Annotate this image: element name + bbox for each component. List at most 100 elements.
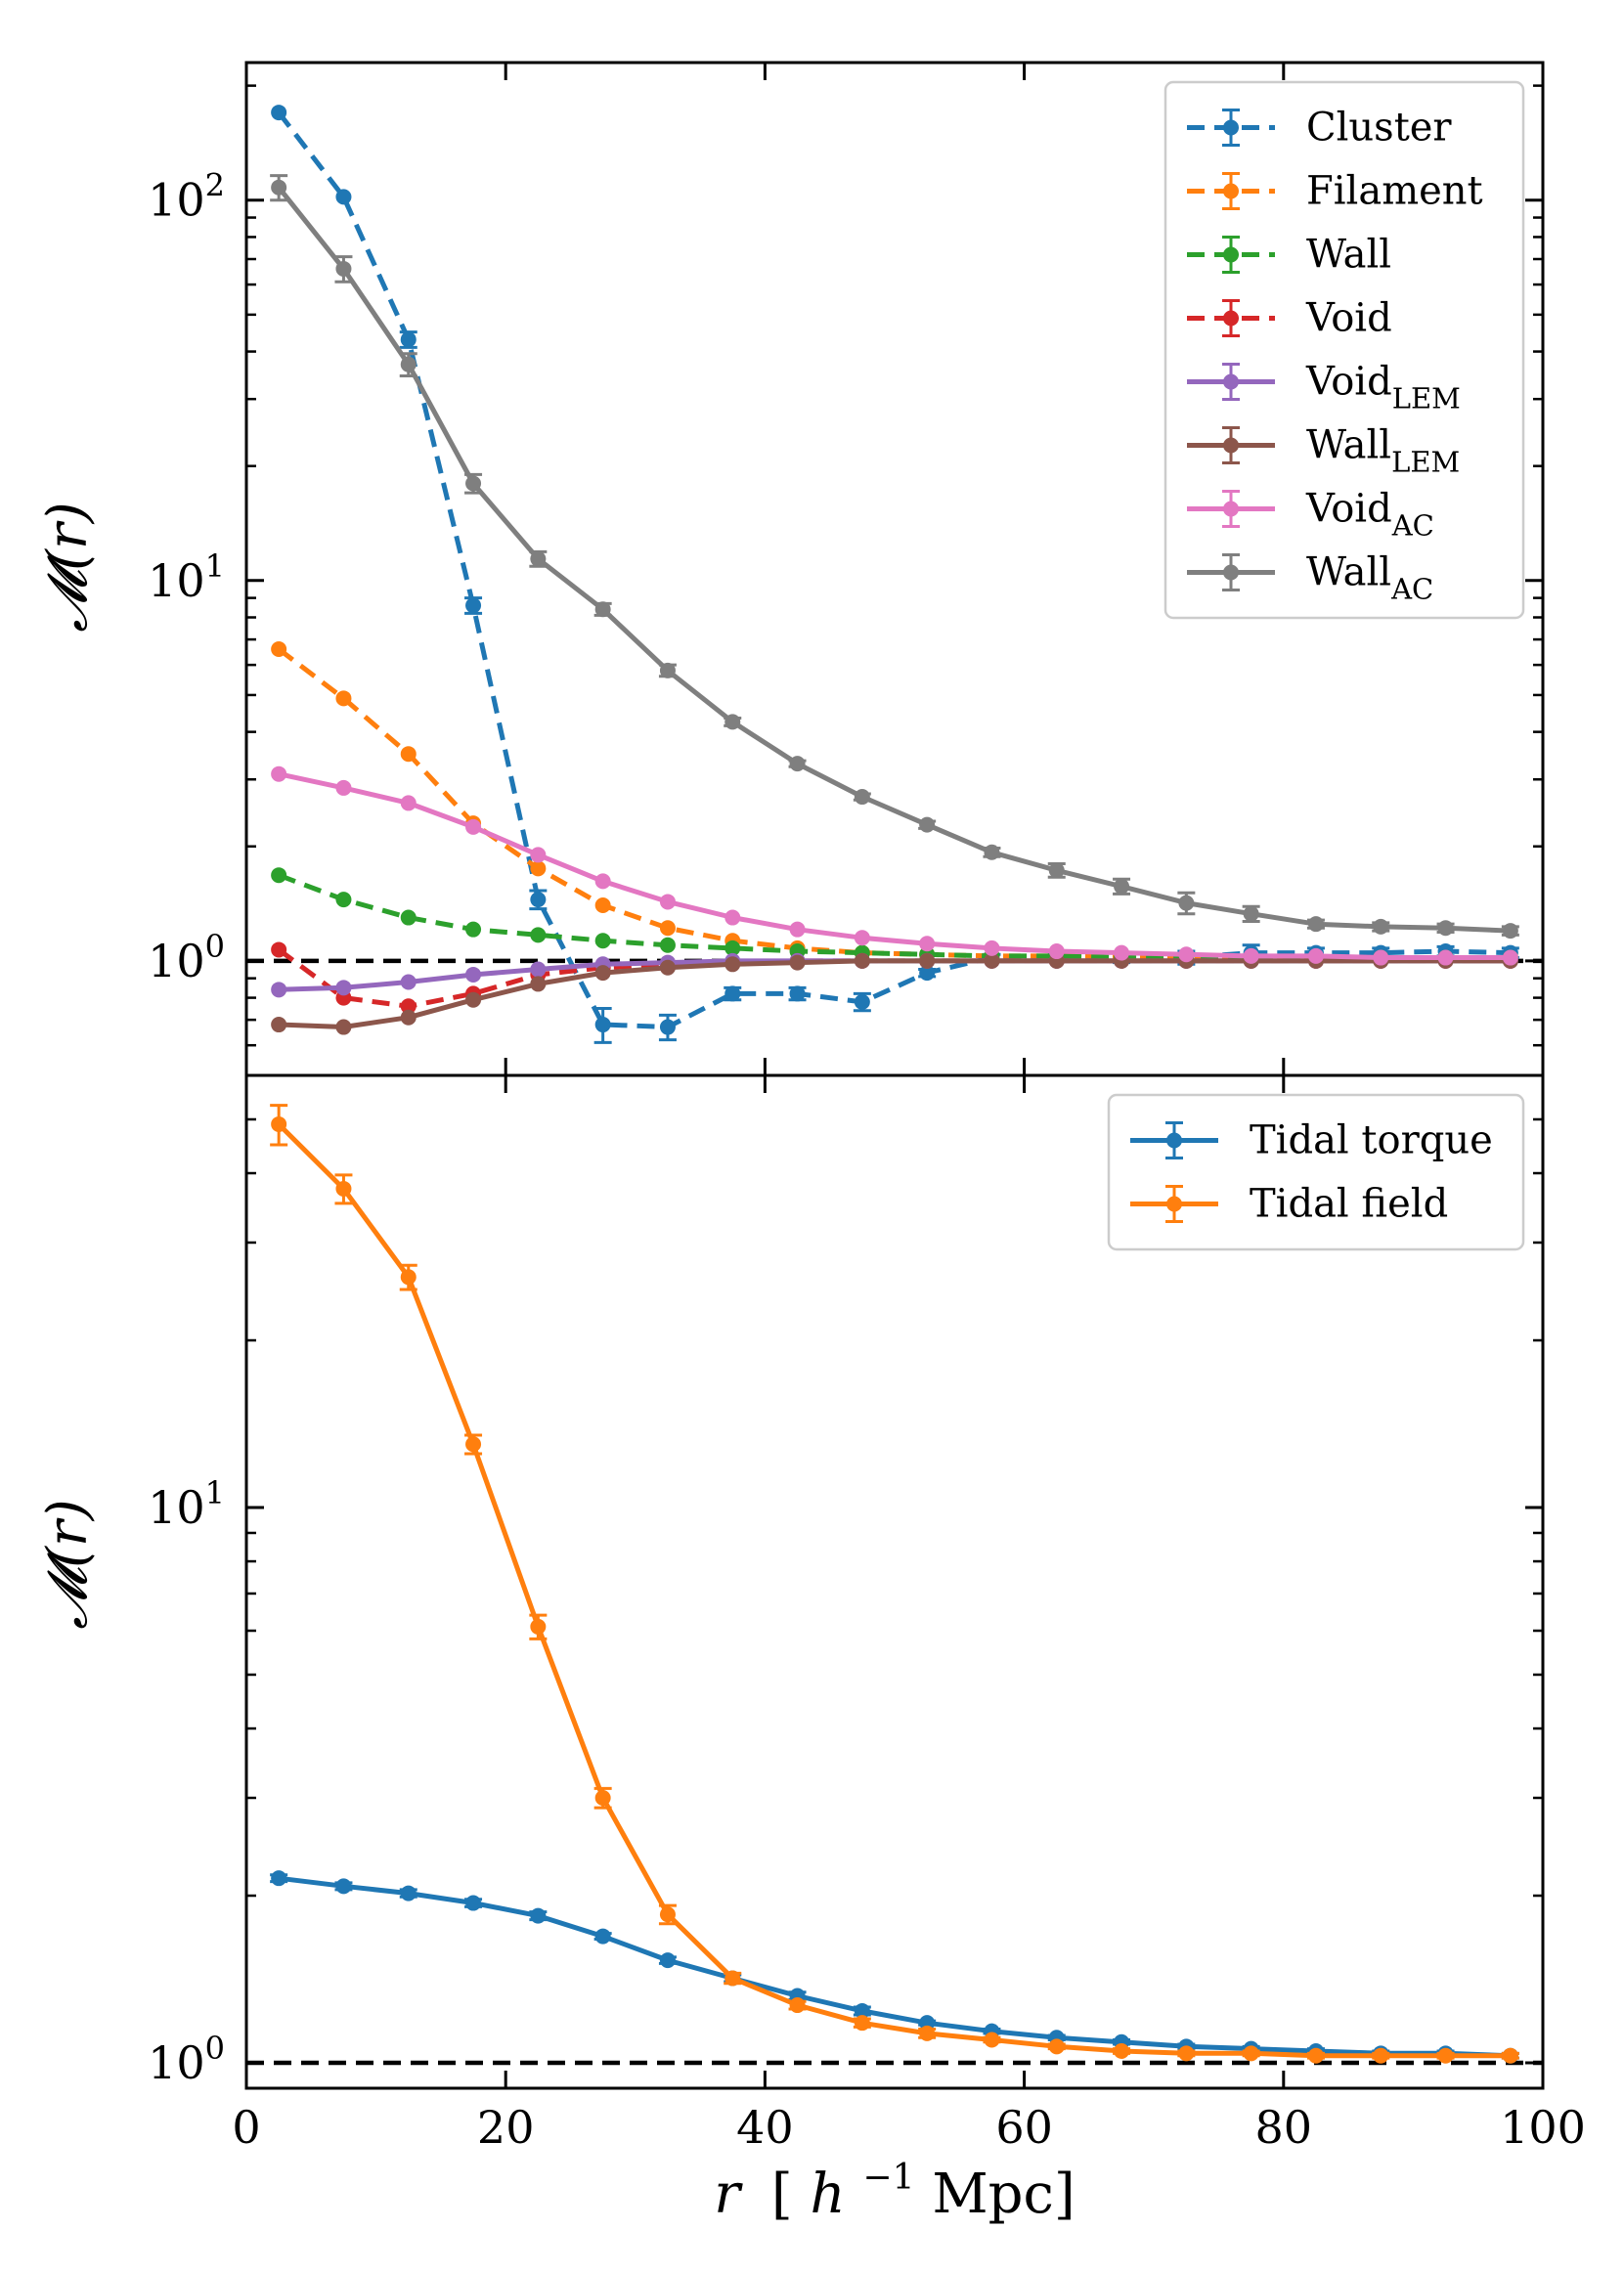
series-line-filament	[277, 647, 1511, 960]
data-point	[724, 956, 741, 973]
x-tick-label: 60	[995, 2101, 1053, 2154]
legend-entry: Cluster	[1187, 106, 1452, 151]
y-tick-label-exp: 1	[205, 547, 225, 585]
data-point	[465, 1436, 482, 1453]
legend-swatch-marker	[1223, 437, 1239, 454]
data-point	[271, 941, 287, 958]
data-point	[1373, 2047, 1389, 2064]
data-point	[1502, 949, 1518, 966]
data-point	[724, 909, 741, 926]
y-tick-label-exp: 2	[205, 167, 225, 204]
data-point	[400, 1885, 417, 1901]
legend-label: VoidAC	[1305, 487, 1434, 543]
series-line-cluster	[277, 110, 1511, 1029]
data-point	[724, 714, 741, 730]
legend-label-sub: LEM	[1392, 382, 1461, 415]
y-tick-label-exp: 0	[205, 928, 225, 965]
data-point	[854, 930, 870, 946]
data-point	[1243, 2045, 1259, 2062]
data-point	[530, 976, 547, 992]
data-point	[400, 356, 417, 372]
legend-label-name: Wall	[1306, 550, 1391, 595]
y-tick-label: 102	[148, 167, 225, 227]
y-tick-label-exp: 0	[205, 2030, 225, 2067]
data-point	[400, 1009, 417, 1026]
x-tick-label: 40	[736, 2101, 794, 2154]
x-axis-title-h: h	[811, 2163, 846, 2226]
legend-entry: Void	[1187, 296, 1392, 341]
data-point	[1307, 916, 1324, 933]
legend-entry: VoidAC	[1187, 487, 1434, 543]
data-point	[335, 1180, 352, 1197]
y-tick-label: 100	[148, 2030, 225, 2089]
x-axis-title-exp: −1	[862, 2158, 914, 2198]
y-tick-label-base: 10	[148, 174, 205, 227]
legend-label: Tidal torque	[1250, 1118, 1493, 1163]
data-point	[594, 1789, 611, 1806]
legend-label-name: Filament	[1306, 169, 1483, 214]
data-point	[1373, 949, 1389, 966]
data-point	[789, 756, 806, 772]
data-point	[1307, 947, 1324, 964]
data-point	[400, 998, 417, 1015]
legend-label: VoidLEM	[1305, 360, 1461, 415]
data-point	[984, 844, 1000, 860]
data-point	[335, 892, 352, 908]
data-point	[530, 1618, 547, 1635]
legend-entry: WallAC	[1187, 550, 1433, 606]
data-point	[400, 909, 417, 926]
data-point	[594, 897, 611, 914]
data-point	[919, 936, 936, 952]
data-point	[465, 818, 482, 835]
data-point	[530, 892, 547, 908]
bottom-series-group	[270, 1104, 1519, 2064]
legend-swatch-marker	[1223, 119, 1239, 136]
data-point	[335, 690, 352, 707]
data-point	[1437, 2047, 1454, 2064]
series-tidal-torque	[270, 1870, 1519, 2064]
data-point	[789, 985, 806, 1002]
data-point	[854, 993, 870, 1010]
data-point	[1243, 947, 1259, 964]
legend-label-name: Wall	[1306, 423, 1391, 468]
data-point	[271, 1870, 287, 1887]
data-point	[854, 2015, 870, 2032]
legend-label-sub: LEM	[1391, 446, 1460, 479]
data-point	[659, 920, 676, 937]
y-tick-label: 101	[148, 547, 225, 607]
legend-label-sub: AC	[1391, 509, 1434, 543]
top-y-axis-title: 𝓜(r)	[36, 502, 100, 632]
legend-swatch-marker	[1166, 1132, 1182, 1149]
y-tick-label-base: 10	[148, 1481, 205, 1534]
data-point	[271, 982, 287, 998]
data-point	[335, 1878, 352, 1895]
data-point	[1114, 944, 1130, 961]
series-wall	[271, 867, 1518, 966]
data-point	[1373, 918, 1389, 935]
data-point	[271, 765, 287, 782]
data-point	[659, 959, 676, 976]
data-point	[1502, 2047, 1518, 2064]
data-point	[1114, 878, 1130, 895]
data-point	[1114, 2042, 1130, 2059]
series-line-wall-lem	[279, 958, 1511, 1029]
data-point	[854, 2002, 870, 2019]
data-point	[1437, 920, 1454, 937]
bottom-legend: Tidal torque Tidal field	[1107, 1093, 1525, 1251]
series-tidal-field	[270, 1104, 1519, 2064]
legend-swatch-marker	[1166, 1196, 1182, 1212]
legend-label: WallLEM	[1306, 423, 1460, 479]
x-tick-label: 20	[477, 2101, 535, 2154]
data-point	[659, 1019, 676, 1035]
x-tick-label: 100	[1500, 2101, 1586, 2154]
data-point	[400, 746, 417, 763]
bottom-plot-frame	[244, 1073, 1545, 2090]
legend-swatch-marker	[1223, 564, 1239, 581]
series-void-ac	[271, 765, 1518, 966]
legend-frame	[1163, 80, 1525, 620]
data-point	[659, 894, 676, 910]
legend-swatch-marker	[1223, 310, 1239, 327]
y-tick-label-base: 10	[148, 935, 205, 987]
data-point	[335, 260, 352, 277]
